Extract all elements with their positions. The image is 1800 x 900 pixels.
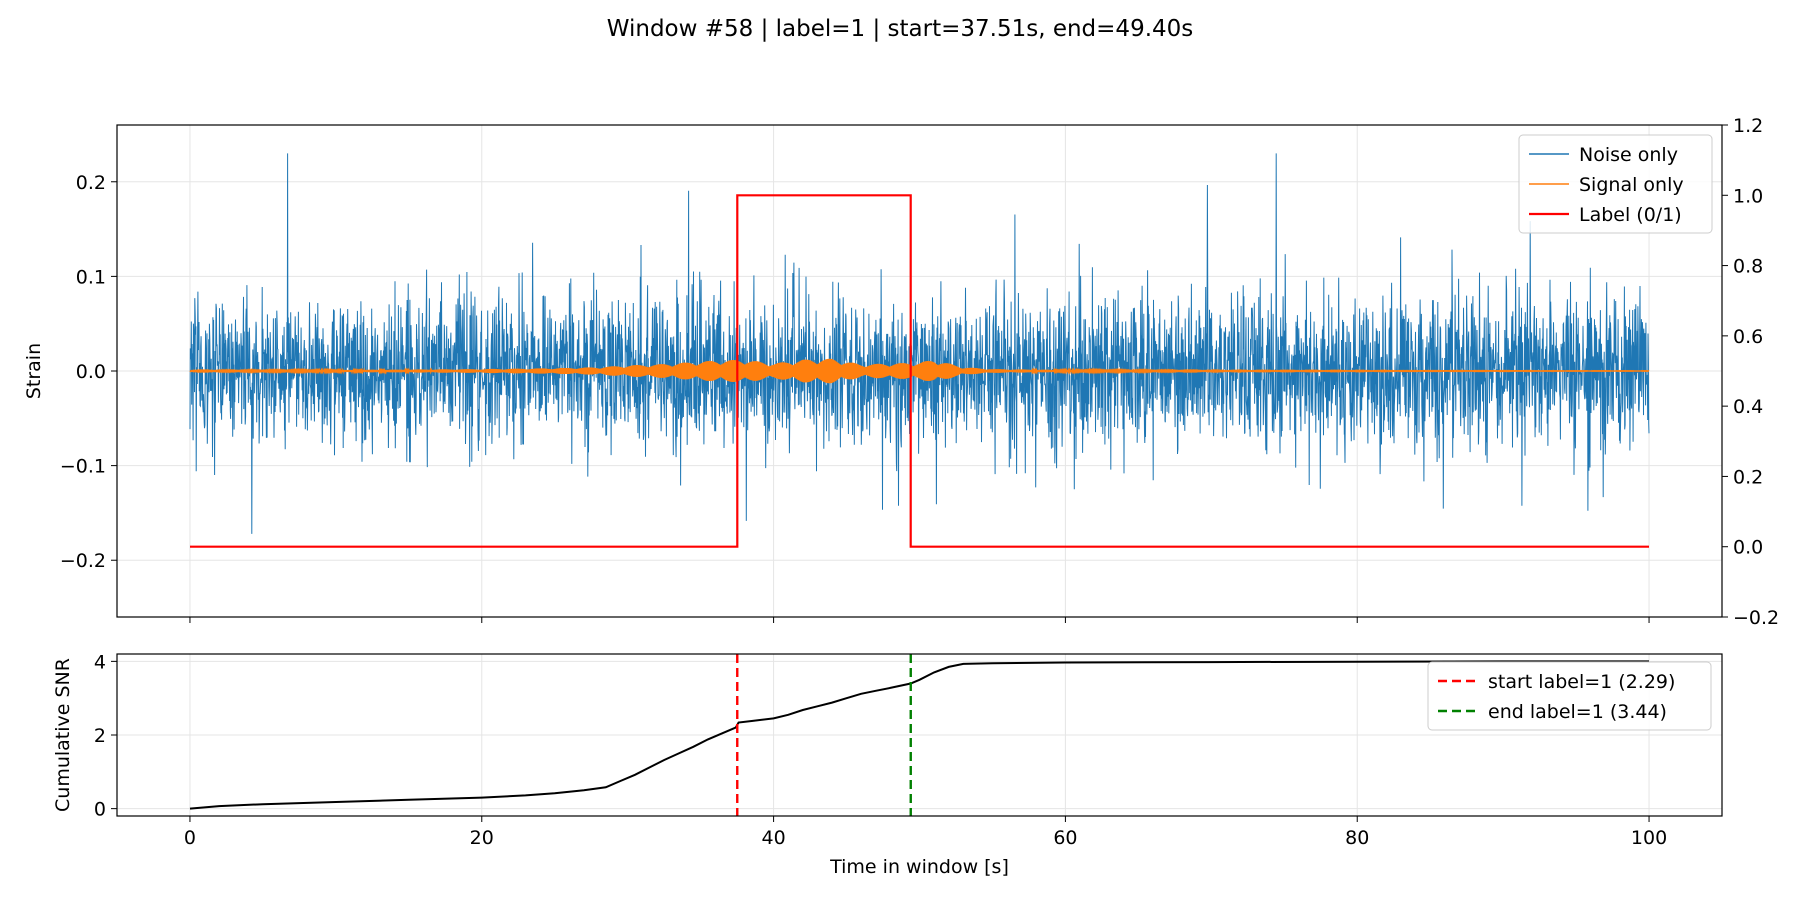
top-legend-box [1518, 134, 1713, 234]
label-step-line [190, 194, 1649, 548]
signal-only-line [189, 358, 1650, 384]
top-ytick-label-0: −0.2 [60, 550, 106, 572]
top-legend-label-0: Noise only [1579, 144, 1678, 166]
bot-ytick-label-0: 0 [94, 799, 106, 821]
cumulative-snr-line [189, 660, 1649, 810]
figure-title: Window #58 | label=1 | start=37.51s, end… [607, 16, 1194, 42]
bottom-legend-label-0: start label=1 (2.29) [1488, 671, 1675, 693]
bottom-ylabel: Cumulative SNR [52, 658, 74, 812]
top-y2tick-label-4: 0.6 [1733, 326, 1763, 348]
bot-xtick-label-4: 80 [1345, 827, 1369, 849]
top-y2tick-label-5: 0.8 [1733, 256, 1763, 278]
top-ytick-label-3: 0.1 [76, 266, 106, 288]
top-y2tick-label-7: 1.2 [1733, 115, 1763, 137]
top-y2tick-label-3: 0.4 [1733, 396, 1763, 418]
bot-xtick-label-5: 100 [1631, 827, 1667, 849]
top-ytick-label-1: −0.1 [60, 456, 106, 478]
top-ylabel: Strain [23, 343, 45, 399]
bottom-legend-label-1: end label=1 (3.44) [1488, 701, 1667, 723]
bot-ytick-label-2: 4 [94, 651, 106, 673]
bot-xtick-label-3: 60 [1053, 827, 1077, 849]
top-legend: Noise only Signal only Label (0/1) [1518, 134, 1713, 234]
top-y2tick-label-1: 0.0 [1733, 537, 1763, 559]
top-legend-label-2: Label (0/1) [1579, 204, 1682, 226]
bot-xtick-label-2: 40 [761, 827, 785, 849]
noise-only-line [189, 153, 1650, 534]
top-ytick-label-4: 0.2 [76, 172, 106, 194]
top-y2tick-label-2: 0.2 [1733, 466, 1763, 488]
bottom-xlabel: Time in window [s] [829, 856, 1009, 878]
top-y2tick-label-0: −0.2 [1733, 607, 1779, 629]
top-legend-label-1: Signal only [1579, 174, 1684, 196]
bot-xtick-label-1: 20 [470, 827, 494, 849]
top-y2tick-label-6: 1.0 [1733, 185, 1763, 207]
top-plot: −0.2 −0.1 0.0 0.1 0.2 −0.2 0.0 0.2 0.4 0.6 0.8 1.0 1… [23, 115, 1779, 629]
bot-xtick-label-0: 0 [184, 827, 196, 849]
bot-ytick-label-1: 2 [94, 725, 106, 747]
bottom-legend: start label=1 (2.29) end label=1 (3.44) [1427, 661, 1712, 731]
top-ytick-label-2: 0.0 [76, 361, 106, 383]
bottom-legend-box [1427, 661, 1712, 731]
top-plot-area [189, 153, 1650, 548]
